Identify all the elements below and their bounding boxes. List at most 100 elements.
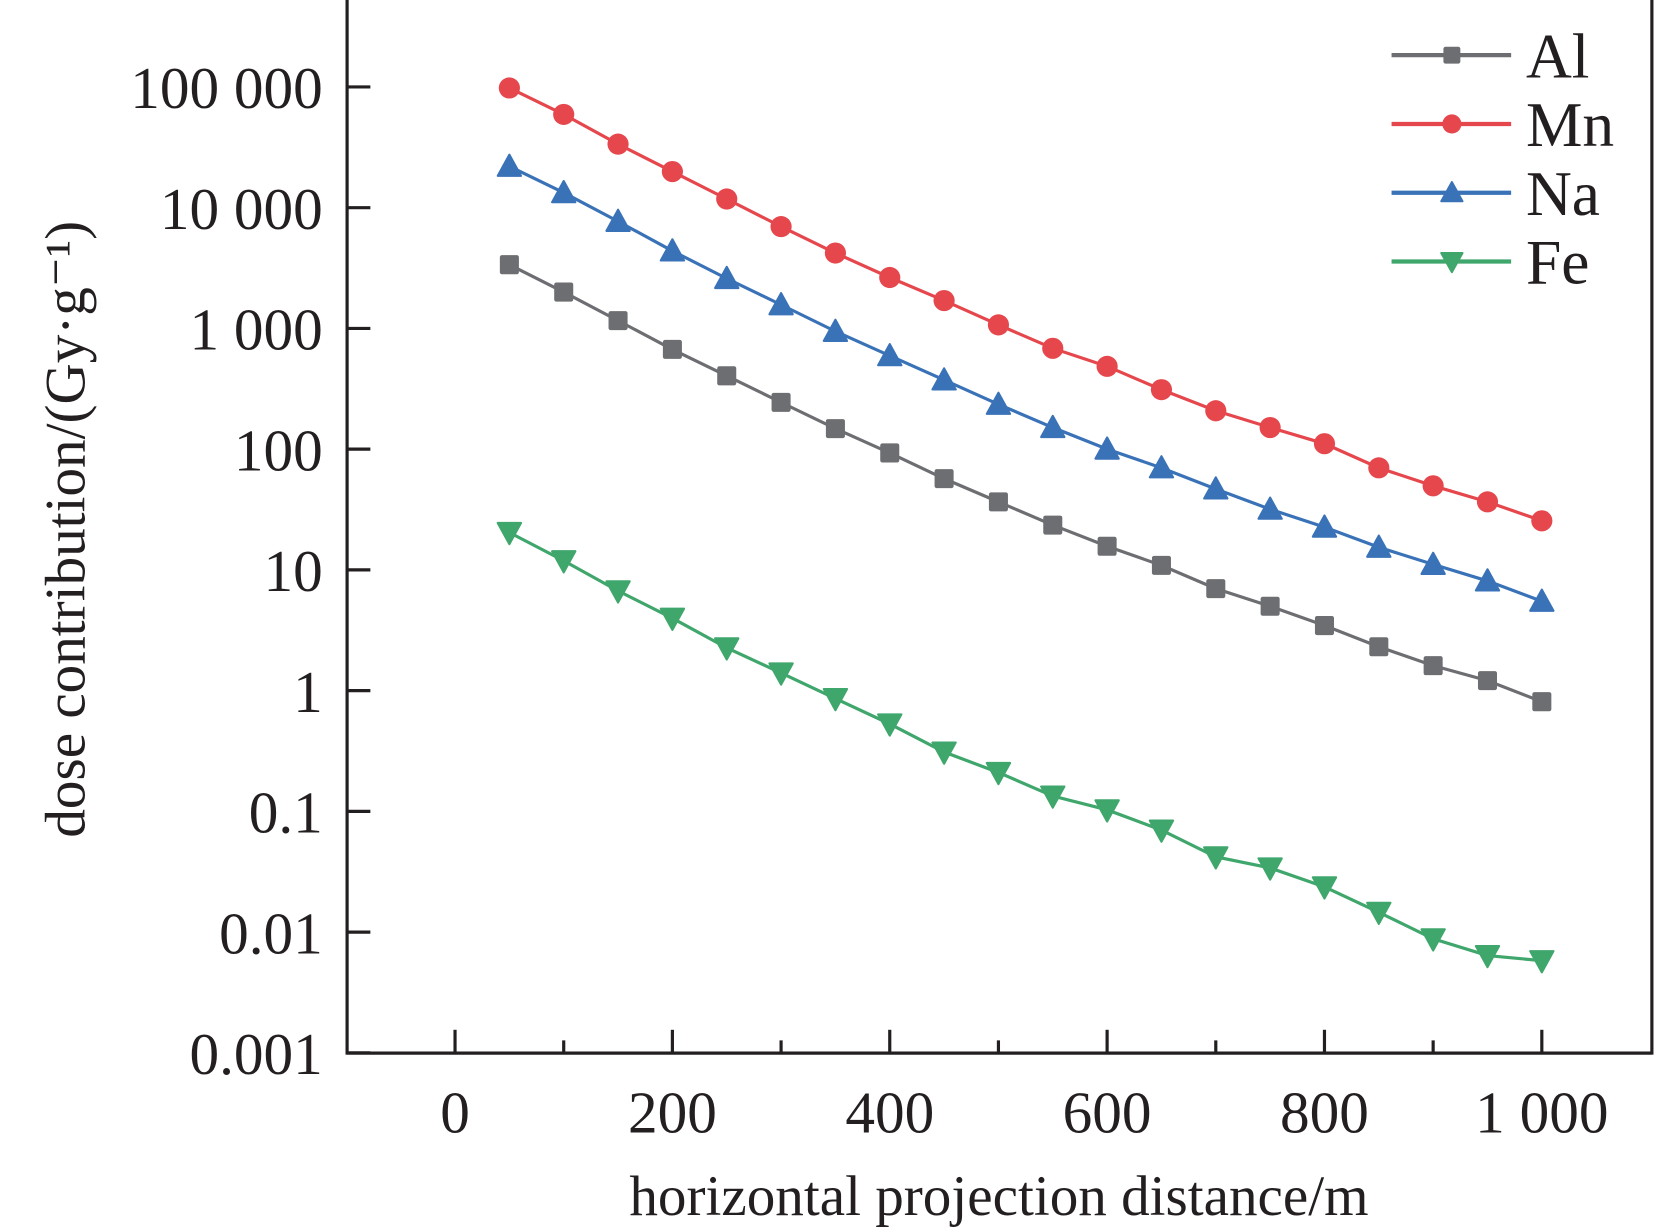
data-point-triangle-down (714, 637, 740, 661)
data-point-square (554, 282, 574, 302)
series-fe (496, 521, 1555, 974)
data-point-circle (879, 266, 901, 289)
legend-label: Mn (1526, 89, 1614, 160)
data-point-triangle-up (768, 292, 794, 316)
data-point-circle (987, 314, 1010, 336)
data-point-triangle-down (1420, 928, 1446, 952)
legend-item-mn: Mn (1391, 89, 1614, 160)
data-point-square (1477, 671, 1498, 691)
y-tick-label: 1 (293, 659, 323, 725)
data-point-triangle-down (768, 662, 794, 686)
data-point-triangle-up (1529, 588, 1555, 612)
data-point-square (1097, 536, 1117, 556)
series-group (496, 77, 1555, 974)
data-point-circle (824, 242, 846, 264)
data-point-triangle-up (931, 367, 957, 391)
data-point-triangle-up (659, 238, 686, 262)
data-point-triangle-down (1474, 944, 1501, 969)
data-point-circle (553, 103, 575, 125)
data-point-triangle-down (1311, 876, 1338, 900)
y-axis-label: dose contribution/(Gy·g⁻¹) (35, 221, 98, 838)
data-point-circle (1259, 416, 1281, 439)
x-tick-label: 800 (1280, 1079, 1369, 1145)
series-mn (498, 77, 1553, 532)
data-point-triangle-up (605, 208, 631, 232)
data-point-circle (716, 188, 738, 210)
data-point-circle (607, 133, 629, 155)
data-point-circle (498, 77, 520, 99)
data-point-triangle-down (1529, 950, 1555, 974)
y-tick-label: 0.001 (189, 1021, 322, 1087)
series-al (499, 255, 1552, 712)
data-point-triangle-down (605, 580, 631, 604)
data-point-triangle-up (1094, 436, 1120, 460)
data-point-triangle-down (551, 550, 577, 574)
y-axis: 0.001 0.01 0.1 1 10 100 1 000 10 000 100 000 (130, 55, 371, 1087)
data-point-square (1260, 596, 1280, 616)
legend-label: Fe (1526, 227, 1590, 298)
data-point-triangle-up (877, 343, 903, 367)
legend-label: Na (1526, 158, 1600, 229)
data-point-circle (1313, 433, 1336, 455)
data-point-triangle-up (985, 391, 1012, 415)
data-point-triangle-down (877, 713, 903, 737)
series-na (496, 153, 1555, 612)
series-line (508, 86, 1543, 523)
data-point-triangle-up (1203, 476, 1229, 500)
data-point-triangle-down (931, 741, 957, 765)
data-point-triangle-up (1440, 181, 1464, 203)
y-tick-label: 0.1 (249, 780, 323, 846)
x-tick-label: 600 (1063, 1079, 1152, 1145)
data-point-triangle-up (1148, 455, 1175, 479)
data-point-triangle-up (1474, 568, 1501, 592)
legend-item-na: Na (1391, 158, 1600, 229)
x-tick-label: 200 (628, 1079, 717, 1145)
legend-label: Al (1526, 20, 1590, 91)
y-tick-label: 100 000 (130, 55, 323, 121)
data-point-square (662, 339, 682, 359)
data-point-circle (1096, 355, 1118, 377)
series-line (508, 164, 1543, 603)
legend-item-fe: Fe (1391, 227, 1590, 298)
data-point-triangle-down (1148, 819, 1175, 843)
data-point-circle (1150, 379, 1173, 401)
data-point-triangle-up (822, 318, 849, 342)
y-tick-label: 10 (264, 538, 323, 604)
legend-item-al: Al (1391, 20, 1590, 91)
y-tick-label: 100 (234, 417, 323, 483)
data-point-circle (770, 216, 792, 238)
data-point-triangle-down (1440, 252, 1464, 274)
data-point-circle (1368, 457, 1390, 479)
data-point-triangle-down (1094, 799, 1120, 823)
data-point-circle (933, 289, 955, 312)
data-point-square (1151, 555, 1171, 575)
y-tick-label: 10 000 (160, 176, 323, 242)
data-point-circle (1205, 400, 1227, 422)
data-point-square (717, 366, 737, 386)
x-tick-label: 1 000 (1475, 1079, 1608, 1145)
data-point-square (934, 469, 954, 489)
data-point-circle (1042, 337, 1064, 359)
data-point-triangle-down (822, 687, 849, 712)
data-point-circle (1531, 510, 1553, 532)
data-point-square (1043, 515, 1063, 535)
data-point-square (608, 311, 628, 331)
data-point-triangle-up (1311, 514, 1338, 538)
data-point-circle (1422, 475, 1444, 497)
plot-frame (345, 0, 1654, 1055)
data-point-triangle-up (551, 180, 577, 204)
data-point-square (1369, 637, 1389, 657)
x-tick-label: 0 (440, 1079, 470, 1145)
data-point-triangle-down (659, 607, 686, 631)
data-point-square (825, 419, 845, 439)
data-point-triangle-down (496, 521, 523, 546)
data-point-triangle-down (1257, 857, 1283, 881)
data-point-triangle-up (1420, 551, 1446, 576)
data-point-triangle-up (1257, 496, 1283, 520)
data-point-square (1423, 656, 1443, 676)
data-point-triangle-down (1040, 785, 1066, 809)
data-point-triangle-up (1366, 534, 1392, 558)
data-point-circle (1442, 114, 1462, 134)
data-point-triangle-down (1203, 846, 1229, 870)
